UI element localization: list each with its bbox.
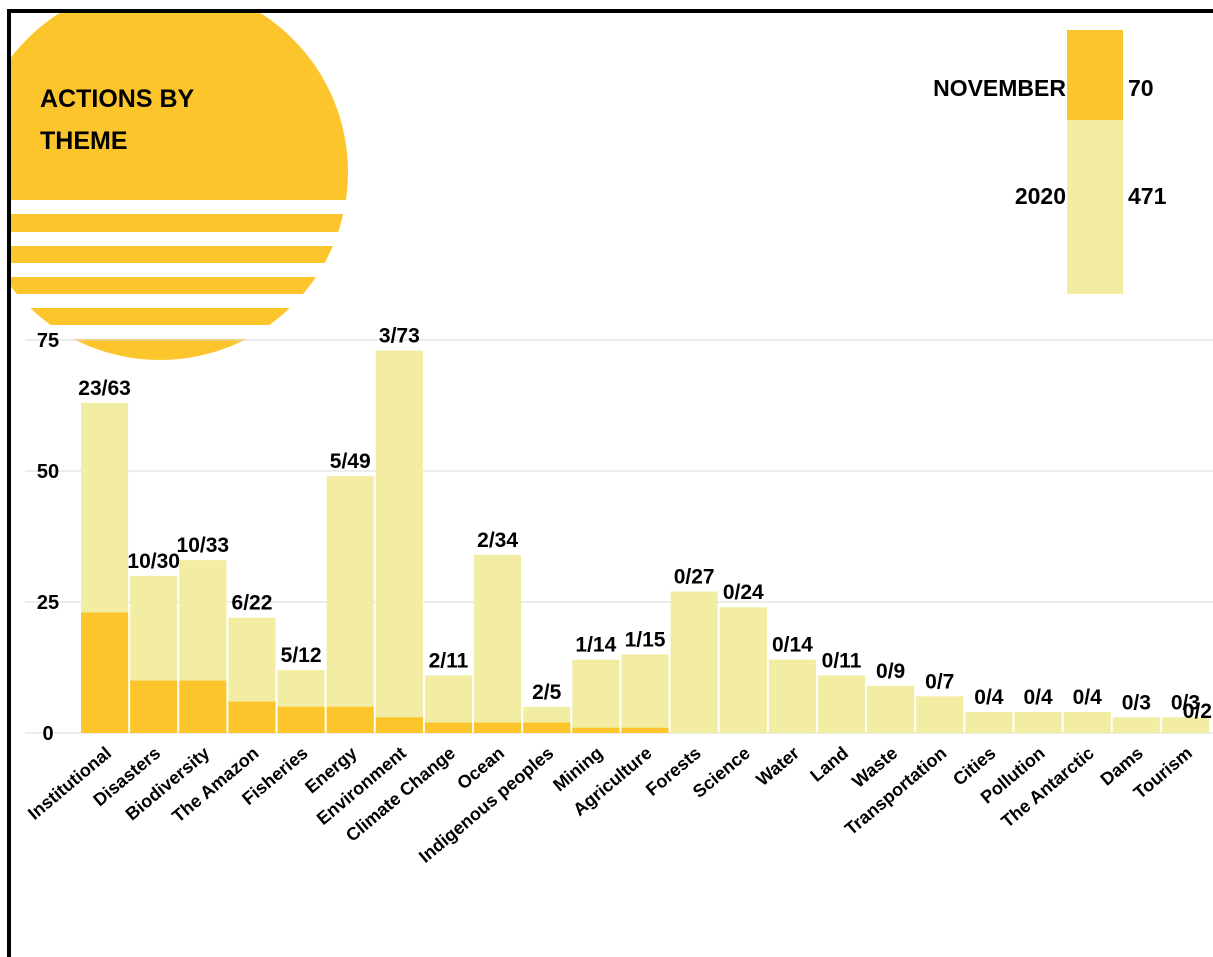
bar xyxy=(228,701,276,733)
bar xyxy=(621,654,669,733)
legend-total: 471 xyxy=(1128,183,1167,209)
bar xyxy=(1112,717,1160,733)
stripe xyxy=(10,263,400,277)
x-tick-label: Water xyxy=(752,743,803,790)
bar xyxy=(326,476,374,733)
legend-swatch xyxy=(1067,30,1123,120)
bar xyxy=(523,722,571,733)
y-tick-label: 0 xyxy=(42,723,53,745)
bar xyxy=(965,712,1013,733)
bar xyxy=(474,722,522,733)
x-tick-label: Institutional xyxy=(24,743,115,824)
value-label: 5/12 xyxy=(281,644,322,667)
annotation: 0/2 xyxy=(1183,700,1212,723)
y-tick-label: 50 xyxy=(37,461,59,483)
value-label: 23/63 xyxy=(78,377,131,400)
value-label: 6/22 xyxy=(232,592,273,615)
stripe xyxy=(10,232,400,246)
stripe xyxy=(10,200,400,214)
bar xyxy=(768,659,816,733)
bar xyxy=(130,680,178,733)
bar xyxy=(277,706,325,733)
bar xyxy=(179,680,227,733)
bar xyxy=(81,612,129,733)
bar xyxy=(916,696,964,733)
bar xyxy=(867,685,915,733)
bar xyxy=(719,607,767,733)
legend-swatch xyxy=(1067,120,1123,294)
value-label: 2/34 xyxy=(477,529,518,552)
sun-graphic xyxy=(10,12,400,360)
bar xyxy=(817,675,866,733)
value-label: 0/11 xyxy=(822,649,862,672)
value-label: 10/33 xyxy=(177,534,230,557)
y-tick-label: 25 xyxy=(37,592,59,614)
legend-total: 70 xyxy=(1128,75,1154,101)
bar xyxy=(1161,717,1209,733)
bar xyxy=(1063,712,1111,733)
y-tick-label: 75 xyxy=(37,330,59,352)
stripe xyxy=(10,294,400,308)
stripe xyxy=(10,325,400,339)
bar xyxy=(326,706,374,733)
value-label: 1/14 xyxy=(575,634,616,657)
value-label: 0/14 xyxy=(772,634,813,657)
value-label: 0/3 xyxy=(1122,691,1151,714)
value-label: 0/7 xyxy=(925,670,954,693)
value-label: 1/15 xyxy=(625,628,666,651)
value-label: 5/49 xyxy=(330,450,371,473)
value-label: 0/24 xyxy=(723,581,764,604)
frame xyxy=(7,9,1213,957)
bar xyxy=(572,659,620,733)
value-label: 2/11 xyxy=(429,649,469,672)
value-label: 10/30 xyxy=(127,550,180,573)
bar xyxy=(375,350,423,733)
value-label: 0/9 xyxy=(876,660,905,683)
value-label: 0/27 xyxy=(674,566,715,589)
value-label: 0/4 xyxy=(974,686,1004,709)
value-label: 0/4 xyxy=(1073,686,1103,709)
bar xyxy=(1014,712,1062,733)
x-tick-label: Land xyxy=(806,743,852,786)
bar xyxy=(572,727,620,733)
bar xyxy=(375,717,423,733)
value-label: 2/5 xyxy=(532,681,562,704)
bar xyxy=(474,554,522,733)
legend-label: NOVEMBER xyxy=(933,75,1066,101)
bar xyxy=(670,591,718,733)
value-label: 0/4 xyxy=(1023,686,1053,709)
legend-label: 2020 xyxy=(1015,183,1066,209)
value-label: 0/3 xyxy=(1171,691,1200,714)
value-label: 3/73 xyxy=(379,324,420,347)
chart-title: ACTIONS BY THEME xyxy=(40,85,194,155)
bar xyxy=(424,722,473,733)
bar xyxy=(621,727,669,733)
